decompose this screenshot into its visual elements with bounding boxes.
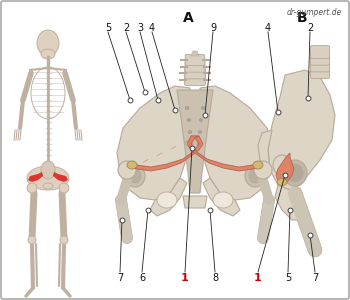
Ellipse shape (59, 183, 69, 193)
Ellipse shape (41, 161, 55, 179)
Polygon shape (117, 86, 190, 200)
Polygon shape (200, 86, 273, 200)
Text: 6: 6 (139, 273, 145, 283)
Text: 7: 7 (312, 273, 318, 283)
Polygon shape (183, 196, 207, 208)
Ellipse shape (37, 30, 59, 56)
Polygon shape (177, 90, 213, 193)
Ellipse shape (188, 130, 192, 134)
Ellipse shape (27, 166, 69, 190)
Text: 4: 4 (265, 23, 271, 33)
Ellipse shape (197, 142, 201, 146)
Ellipse shape (198, 130, 202, 134)
Text: 7: 7 (117, 273, 123, 283)
Polygon shape (191, 71, 199, 76)
FancyBboxPatch shape (185, 61, 205, 72)
Ellipse shape (287, 164, 303, 182)
FancyBboxPatch shape (184, 74, 205, 86)
Ellipse shape (245, 165, 265, 187)
Polygon shape (150, 178, 187, 216)
Text: 5: 5 (105, 23, 111, 33)
Text: 9: 9 (210, 23, 216, 33)
Ellipse shape (28, 236, 36, 244)
Ellipse shape (283, 160, 307, 186)
FancyBboxPatch shape (310, 59, 329, 72)
Ellipse shape (249, 169, 261, 183)
Text: B: B (297, 11, 307, 25)
Text: 2: 2 (307, 23, 313, 33)
Polygon shape (187, 136, 260, 171)
Text: dr-gumpert.de: dr-gumpert.de (287, 8, 342, 17)
Ellipse shape (43, 183, 53, 189)
Text: A: A (183, 11, 193, 25)
Ellipse shape (27, 183, 37, 193)
Ellipse shape (201, 106, 205, 110)
Ellipse shape (127, 161, 137, 169)
Ellipse shape (253, 161, 263, 169)
Ellipse shape (199, 118, 203, 122)
Polygon shape (258, 130, 272, 173)
FancyBboxPatch shape (310, 46, 329, 59)
Polygon shape (268, 70, 335, 190)
Polygon shape (130, 136, 203, 171)
Ellipse shape (60, 236, 68, 244)
Polygon shape (28, 172, 43, 182)
Ellipse shape (118, 161, 136, 179)
Ellipse shape (273, 155, 291, 175)
Polygon shape (275, 185, 302, 220)
Polygon shape (191, 58, 199, 63)
Text: 1: 1 (254, 273, 262, 283)
Text: 8: 8 (212, 273, 218, 283)
Polygon shape (191, 64, 199, 69)
Ellipse shape (157, 192, 177, 208)
Ellipse shape (41, 49, 55, 59)
Ellipse shape (277, 178, 287, 185)
Ellipse shape (187, 118, 191, 122)
Text: 4: 4 (149, 23, 155, 33)
Ellipse shape (129, 169, 141, 183)
Ellipse shape (185, 106, 189, 110)
Polygon shape (53, 172, 68, 182)
Polygon shape (276, 153, 294, 183)
Text: 1: 1 (181, 273, 189, 283)
Ellipse shape (189, 142, 193, 146)
Ellipse shape (254, 161, 272, 179)
Text: 2: 2 (123, 23, 129, 33)
Polygon shape (203, 178, 240, 216)
FancyBboxPatch shape (185, 55, 205, 65)
FancyBboxPatch shape (310, 52, 329, 65)
Ellipse shape (125, 165, 145, 187)
Text: 3: 3 (137, 23, 143, 33)
Ellipse shape (213, 192, 233, 208)
FancyBboxPatch shape (185, 68, 205, 79)
Text: 5: 5 (285, 273, 291, 283)
Polygon shape (191, 51, 199, 56)
FancyBboxPatch shape (310, 65, 329, 79)
